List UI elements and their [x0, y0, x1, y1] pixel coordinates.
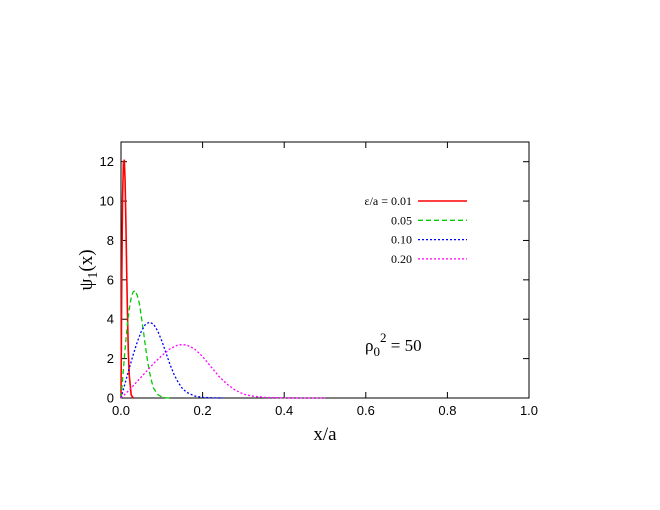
- series-line-0.10: [120, 321, 224, 399]
- y-tick-label: 10: [100, 194, 114, 209]
- tick-group: 0.0 0.2 0.4 0.6 0.8 1.0 0 2 4 6 8 10 12: [100, 142, 538, 418]
- plot-frame: [120, 141, 530, 399]
- x-axis-label: x/a: [313, 424, 337, 445]
- y-tick-label: 8: [107, 233, 114, 248]
- legend: ε/a = 0.01 0.05 0.10 0.20: [365, 194, 467, 266]
- y-tick-label: 6: [107, 272, 114, 287]
- x-tick-label: 0.2: [194, 403, 212, 418]
- rho-annotation: ρ02 = 50: [365, 330, 422, 359]
- x-tick-label: 0.4: [275, 403, 293, 418]
- legend-label-0.05: 0.05: [391, 213, 412, 227]
- y-tick-label: 0: [107, 391, 114, 406]
- x-tick-label: 0.0: [112, 403, 130, 418]
- x-tick-label: 0.8: [438, 403, 456, 418]
- y-tick-label: 12: [100, 154, 114, 169]
- legend-label-0.20: 0.20: [391, 252, 412, 266]
- series-line-0.20: [120, 344, 325, 399]
- y-tick-label: 4: [107, 312, 114, 327]
- y-tick-label: 2: [107, 351, 114, 366]
- series-line-0.05: [120, 289, 171, 399]
- series-lines: [120, 159, 325, 399]
- legend-label-0.10: 0.10: [391, 233, 412, 247]
- x-tick-label: 0.6: [357, 403, 375, 418]
- y-axis-label: ψ1(x): [76, 249, 101, 290]
- x-tick-label: 1.0: [520, 403, 538, 418]
- legend-label-0.01: ε/a = 0.01: [365, 194, 412, 208]
